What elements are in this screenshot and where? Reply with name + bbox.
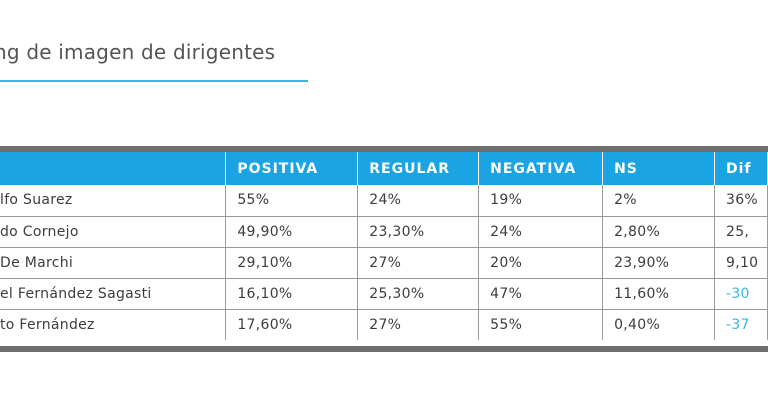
cell-positiva: 29,10% [225, 247, 359, 279]
cell-regular: 24% [357, 185, 480, 217]
header-dif: Dif [714, 152, 768, 185]
header-regular: REGULAR [357, 152, 480, 185]
page-title: ng de imagen de dirigentes [0, 40, 276, 64]
cell-positiva: 49,90% [225, 216, 359, 248]
cell-dif: -37 [714, 309, 768, 340]
cell-name: to Fernández [0, 309, 227, 340]
table-row: lfo Suarez 55% 24% 19% 2% 36% [0, 185, 768, 217]
header-negativa: NEGATIVA [478, 152, 604, 185]
cell-negativa: 19% [478, 185, 604, 217]
table-row: do Cornejo 49,90% 23,30% 24% 2,80% 25, [0, 216, 768, 248]
ratings-table: POSITIVA REGULAR NEGATIVA NS Dif lfo Sua… [0, 152, 768, 340]
cell-ns: 23,90% [602, 247, 715, 279]
cell-ns: 2,80% [602, 216, 715, 248]
cell-name: lfo Suarez [0, 185, 227, 217]
table-row: el Fernández Sagasti 16,10% 25,30% 47% 1… [0, 278, 768, 310]
cell-negativa: 55% [478, 309, 604, 340]
cell-positiva: 16,10% [225, 278, 359, 310]
header-positiva: POSITIVA [225, 152, 359, 185]
table-header-row: POSITIVA REGULAR NEGATIVA NS Dif [0, 152, 768, 185]
title-underline [0, 80, 308, 82]
cell-name: De Marchi [0, 247, 227, 279]
cell-ns: 11,60% [602, 278, 715, 310]
cell-regular: 27% [357, 309, 480, 340]
cell-ns: 2% [602, 185, 715, 217]
cell-positiva: 55% [225, 185, 359, 217]
cell-dif: -30 [714, 278, 768, 310]
cell-negativa: 47% [478, 278, 604, 310]
header-ns: NS [602, 152, 715, 185]
cell-ns: 0,40% [602, 309, 715, 340]
cell-dif: 25, [714, 216, 768, 248]
cell-name: do Cornejo [0, 216, 227, 248]
cell-regular: 27% [357, 247, 480, 279]
cell-regular: 23,30% [357, 216, 480, 248]
cell-dif: 36% [714, 185, 768, 217]
table-row: to Fernández 17,60% 27% 55% 0,40% -37 [0, 309, 768, 340]
cell-regular: 25,30% [357, 278, 480, 310]
cell-positiva: 17,60% [225, 309, 359, 340]
cell-negativa: 20% [478, 247, 604, 279]
table-row: De Marchi 29,10% 27% 20% 23,90% 9,10 [0, 247, 768, 279]
cell-name: el Fernández Sagasti [0, 278, 227, 310]
cell-dif: 9,10 [714, 247, 768, 279]
header-name [0, 152, 227, 185]
cell-negativa: 24% [478, 216, 604, 248]
